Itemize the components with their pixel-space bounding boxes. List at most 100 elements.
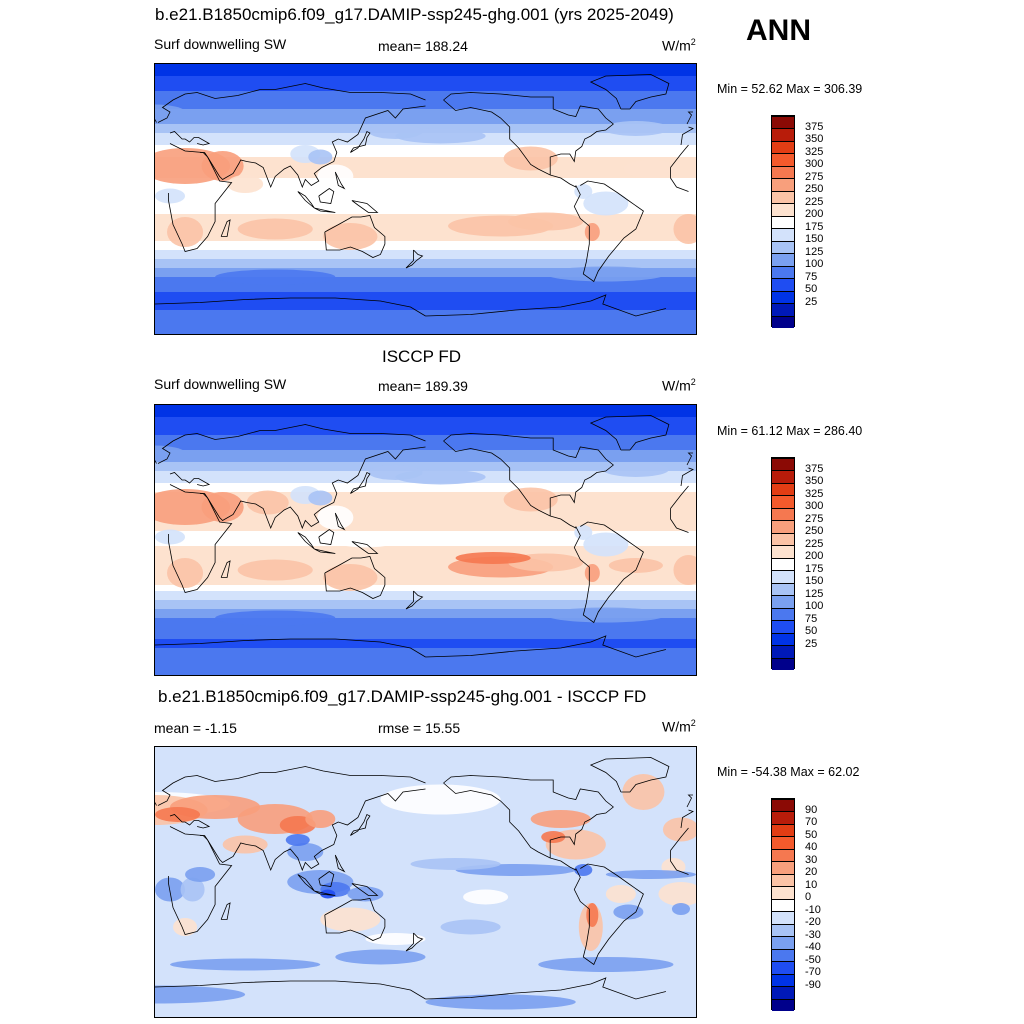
colorbar-segment (772, 545, 794, 558)
coastline (351, 883, 379, 896)
zonal-band (155, 100, 696, 104)
zonal-band (155, 621, 696, 625)
coastline (324, 215, 386, 258)
zonal-band (155, 651, 696, 655)
field-feature (180, 877, 205, 902)
coastline (443, 99, 577, 188)
zonal-band (155, 588, 696, 592)
colorbar-segment (772, 178, 794, 191)
zonal-band (155, 501, 696, 505)
colorbar-label: 50 (805, 283, 818, 296)
field-feature (317, 505, 354, 530)
colorbar-segment (772, 153, 794, 166)
coastline (314, 890, 336, 896)
zonal-band (155, 163, 696, 167)
zonal-band (155, 70, 696, 74)
coastline (351, 200, 379, 213)
colorbar-segment (772, 998, 794, 1011)
colorbar-label: 300 (805, 500, 824, 513)
field-feature (671, 903, 690, 915)
coastline (155, 452, 693, 466)
zonal-band (155, 564, 696, 568)
field-feature (583, 532, 629, 557)
colorbar-label: -70 (805, 966, 821, 979)
zonal-band (155, 301, 696, 305)
colorbar-segment (772, 532, 794, 546)
zonal-band (155, 432, 696, 436)
zonal-band (155, 504, 696, 508)
panel-1-mean-label: mean= 188.24 (378, 38, 468, 54)
zonal-band (155, 145, 696, 149)
colorbar-label: 225 (805, 195, 824, 208)
zonal-band (155, 226, 696, 230)
zonal-band (155, 534, 696, 538)
colorbar-segment (772, 645, 794, 658)
colorbar-label: 75 (805, 612, 818, 625)
zonal-band (155, 516, 696, 520)
zonal-band (155, 456, 696, 460)
colorbar-label: 250 (805, 183, 824, 196)
field-feature (545, 607, 666, 623)
colorbar-label: 375 (805, 462, 824, 475)
field-feature (365, 933, 426, 945)
colorbar-label: -10 (805, 903, 821, 916)
colorbar-segment (772, 886, 794, 899)
colorbar-segment (772, 836, 794, 849)
colorbar-label: -90 (805, 978, 821, 991)
field-feature (530, 810, 591, 828)
panel-3-map (154, 746, 697, 1018)
zonal-band (155, 453, 696, 457)
field-feature (608, 558, 663, 573)
field-feature (320, 907, 381, 932)
field-feature (323, 564, 378, 591)
panel-3-units: W/m2 (662, 718, 696, 735)
coastline (589, 74, 670, 110)
field-feature (335, 949, 426, 965)
colorbar-segment (772, 128, 794, 141)
coastline (443, 440, 577, 529)
coastline (220, 219, 231, 237)
zonal-band (155, 468, 696, 472)
zonal-band (155, 304, 696, 308)
zonal-band (155, 298, 696, 302)
panel-2-title: ISCCP FD (382, 347, 462, 366)
zonal-band (155, 660, 696, 664)
zonal-band (155, 283, 696, 287)
zonal-band (155, 561, 696, 565)
colorbar-label: 125 (805, 245, 824, 258)
zonal-band (155, 160, 696, 164)
field-feature (227, 175, 264, 193)
colorbar-frame (771, 798, 795, 1011)
colorbar-label: 350 (805, 133, 824, 146)
field-feature (305, 810, 336, 828)
coastline (297, 532, 315, 550)
colorbar-segment (772, 861, 794, 874)
colorbar-label: 90 (805, 803, 818, 816)
zonal-band (155, 558, 696, 562)
coastline (318, 529, 335, 545)
zonal-band (155, 73, 696, 77)
field-feature (541, 831, 566, 843)
coastline (334, 171, 346, 190)
zonal-band (155, 262, 696, 266)
zonal-band (155, 522, 696, 526)
zonal-band (155, 510, 696, 514)
colorbar-segment (772, 253, 794, 266)
coastline (157, 766, 694, 829)
zonal-band (155, 241, 696, 245)
coastline (443, 92, 614, 175)
zonal-band (155, 208, 696, 212)
zonal-band (155, 429, 696, 433)
zonal-band (155, 423, 696, 427)
field-feature (167, 217, 204, 247)
colorbar-segment (772, 470, 794, 483)
coastline (314, 548, 336, 554)
zonal-band (155, 615, 696, 619)
colorbar-segment (772, 495, 794, 508)
colorbar-label: 10 (805, 878, 818, 891)
panel-1-units: W/m2 (662, 37, 696, 54)
field-feature (215, 610, 336, 626)
zonal-band (155, 67, 696, 71)
field-feature (584, 564, 600, 582)
zonal-band (155, 142, 696, 146)
